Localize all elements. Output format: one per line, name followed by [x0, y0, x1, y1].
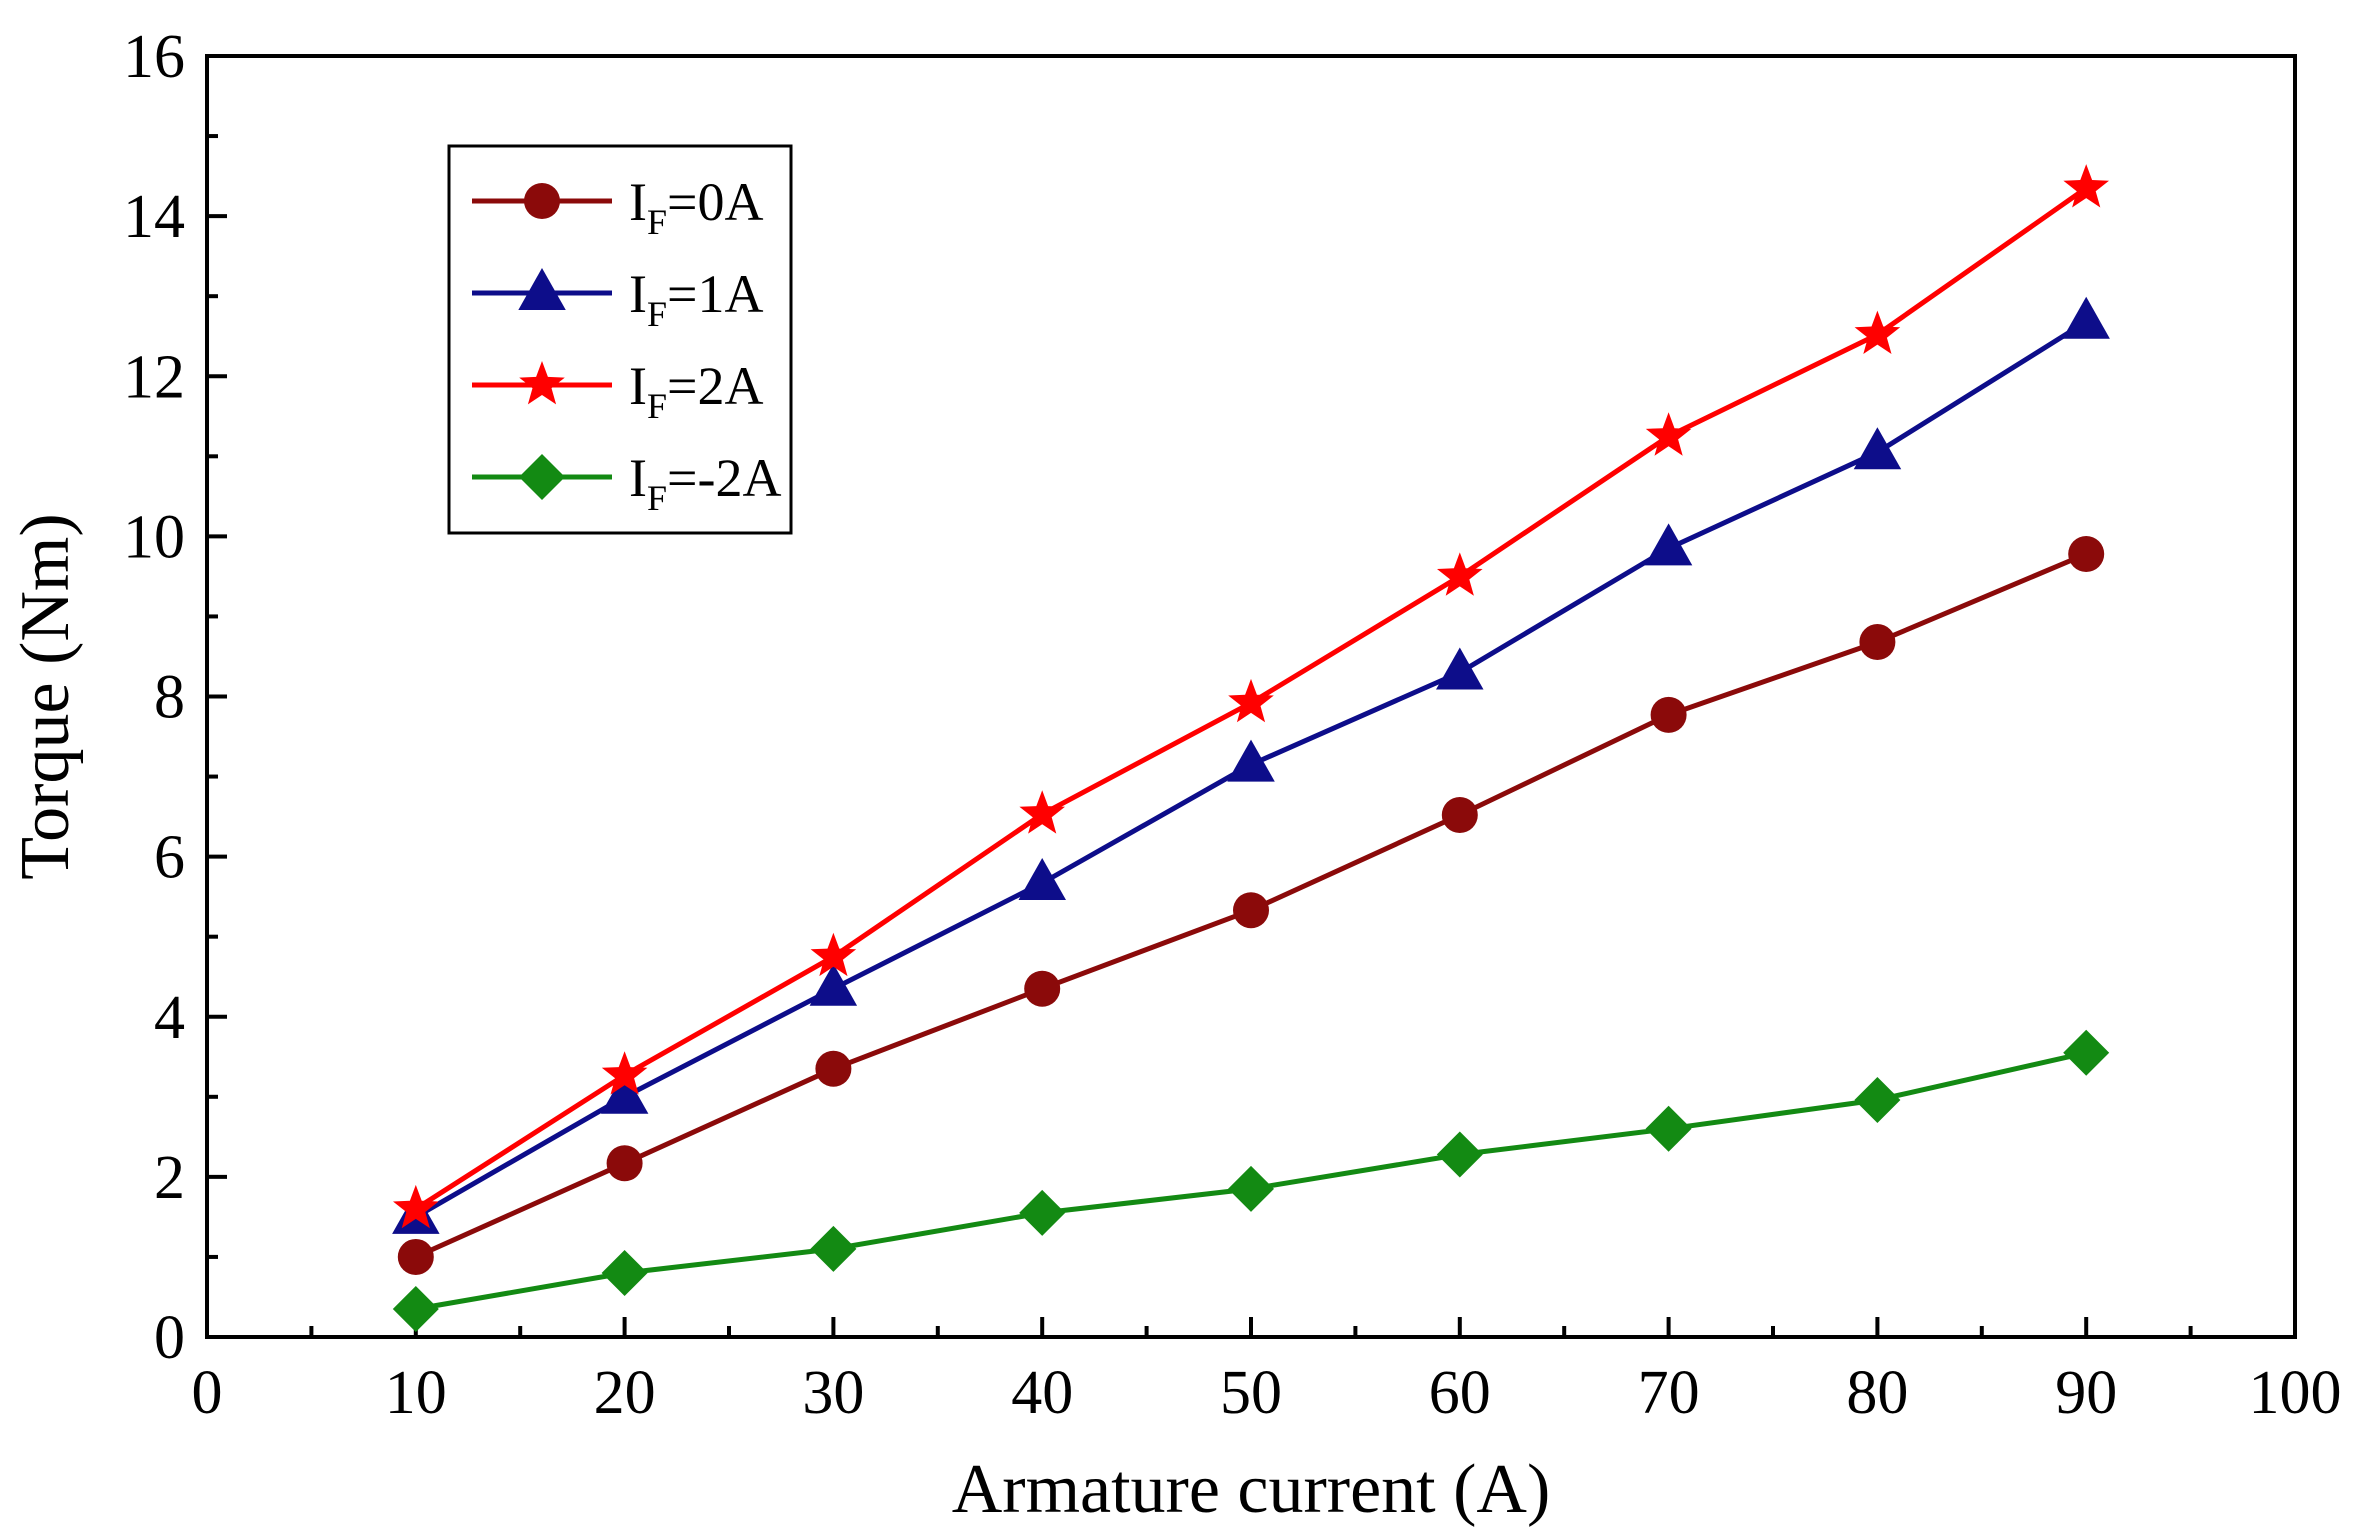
y-axis-title: Torque (Nm) [7, 513, 84, 879]
x-tick-label: 30 [802, 1359, 864, 1427]
data-point [809, 963, 858, 1006]
data-point [1854, 1077, 1901, 1123]
legend-label: IF=2A [629, 356, 763, 426]
y-tick-label: 12 [123, 343, 185, 411]
data-point [393, 1184, 439, 1229]
data-point [1645, 1105, 1692, 1152]
axes: 0 10 20 30 40 50 60 70 80 90 100 0 2 4 6 8 10 12 14 16 [123, 23, 2342, 1427]
data-point [1644, 523, 1693, 566]
data-point [1441, 796, 1478, 833]
x-tick-label: 20 [594, 1359, 656, 1427]
y-tick-label: 16 [123, 23, 185, 91]
series-3 [392, 1029, 2110, 1332]
data-point [1645, 412, 1692, 456]
data-point [2063, 164, 2109, 208]
x-tick-label: 100 [2249, 1359, 2342, 1427]
data-point [2063, 1029, 2110, 1076]
x-tick-label: 60 [1429, 1359, 1491, 1427]
y-tick-label: 2 [154, 1144, 185, 1212]
legend-label: IF=1A [629, 264, 763, 334]
data-point [1018, 858, 1066, 900]
data-point [1650, 696, 1687, 733]
data-point [397, 1238, 434, 1275]
y-tick-label: 14 [123, 183, 185, 251]
x-tick-label: 40 [1011, 1359, 1073, 1427]
y-tick-label: 6 [154, 824, 185, 892]
x-tick-label: 90 [2055, 1359, 2117, 1427]
data-point [600, 1071, 649, 1114]
data-point [1436, 1131, 1483, 1178]
y-tick-label: 8 [154, 664, 185, 732]
data-point [1019, 1189, 1066, 1236]
data-point [606, 1145, 643, 1182]
data-point [1859, 624, 1896, 661]
y-tick-label: 10 [123, 503, 185, 571]
legend-marker [524, 183, 560, 219]
series-0 [397, 535, 2105, 1275]
data-point [810, 932, 857, 977]
data-point [810, 1225, 857, 1272]
legend-marker [519, 454, 565, 500]
data-point [1019, 790, 1065, 834]
x-tick-label: 10 [385, 1359, 447, 1427]
y-tick-label: 0 [154, 1304, 185, 1372]
legend-box [447, 144, 793, 535]
data-point [1024, 970, 1061, 1007]
x-tick-label: 80 [1846, 1359, 1908, 1427]
data-point [1227, 739, 1275, 782]
data-point [601, 1051, 648, 1095]
data-point [1228, 1165, 1274, 1212]
data-point [1436, 647, 1484, 690]
legend-marker [518, 268, 566, 310]
x-tick-label: 0 [192, 1359, 223, 1427]
data-point [601, 1250, 648, 1296]
y-tick-label: 4 [154, 984, 185, 1052]
x-axis-title: Armature current (A) [952, 1451, 1551, 1528]
data-point [1437, 552, 1483, 596]
data-point [2068, 535, 2105, 572]
x-tick-label: 50 [1220, 1359, 1282, 1427]
series-1 [392, 296, 2110, 1234]
data-point [1233, 892, 1269, 929]
series-layer [392, 164, 2110, 1332]
legend-label: IF=0A [629, 172, 763, 242]
data-point [392, 1286, 439, 1332]
data-point [2062, 296, 2110, 339]
x-tick-label: 70 [1638, 1359, 1700, 1427]
data-point [1854, 310, 1901, 354]
legend-label: IF=-2A [629, 448, 781, 518]
legend: IF=0A IF=1A IF=2A IF=-2A [447, 144, 793, 535]
legend-marker [519, 361, 565, 405]
data-point [1853, 427, 1902, 470]
series-2 [393, 164, 2109, 1229]
data-point [1228, 678, 1274, 723]
data-point [815, 1050, 852, 1087]
